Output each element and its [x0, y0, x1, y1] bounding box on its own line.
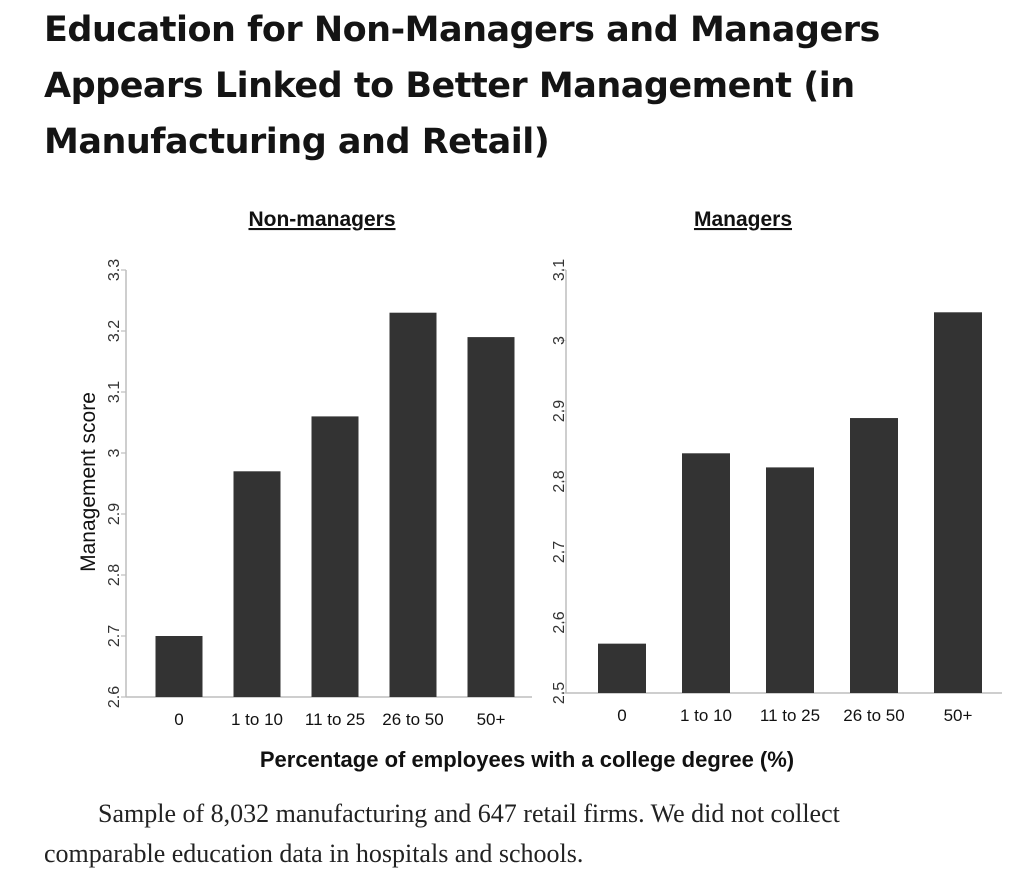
headline: Education for Non-Managers and Managers … — [44, 2, 944, 170]
chart-managers: Managers 2.5 2.6 2.7 2.8 2.9 3 3.1 0 1 to 10 11 to… — [551, 208, 1002, 725]
y-tick-label: 3.1 — [551, 259, 568, 281]
y-tick-label: 2.8 — [551, 470, 568, 492]
bar — [389, 312, 437, 697]
y-tick-label: 2.6 — [551, 611, 568, 633]
headline-line-1: Education for Non-Managers and Managers — [44, 10, 880, 50]
y-tick-label: 2.5 — [551, 682, 568, 704]
x-tick-label: 0 — [174, 710, 183, 729]
y-tick-label: 2.7 — [551, 541, 568, 563]
chart-non-managers: Non-managers Management score 2.6 2.7 2.8 2.9… — [77, 208, 532, 729]
y-tick-label: 3.2 — [106, 320, 123, 342]
chart-title: Managers — [694, 208, 792, 231]
y-tick-label: 2.6 — [106, 686, 123, 708]
y-tick-label: 2.8 — [106, 564, 123, 586]
x-tick-label: 26 to 50 — [382, 710, 443, 729]
y-tick-label: 2.7 — [106, 625, 123, 647]
bar — [233, 471, 281, 697]
bar — [682, 453, 730, 693]
bar — [311, 416, 359, 697]
y-tick-label: 3 — [106, 448, 123, 457]
y-tick-label: 3.3 — [106, 259, 123, 281]
bar-charts: Non-managers Management score 2.6 2.7 2.8 2.9… — [77, 208, 1002, 772]
x-tick-label: 11 to 25 — [760, 706, 820, 725]
x-axis-label: Percentage of employees with a college d… — [260, 747, 794, 772]
headline-line-3: Manufacturing and Retail) — [44, 122, 550, 162]
y-tick-label: 2.9 — [551, 400, 568, 422]
footnote: Sample of 8,032 manufacturing and 647 re… — [44, 794, 1019, 874]
bar — [155, 636, 203, 697]
headline-line-2: Appears Linked to Better Management (in — [44, 66, 855, 106]
x-tick-label: 1 to 10 — [231, 710, 283, 729]
y-tick-label: 2.9 — [106, 503, 123, 525]
footnote-line-1: Sample of 8,032 manufacturing and 647 re… — [98, 799, 840, 828]
x-tick-label: 50+ — [477, 710, 506, 729]
bar — [934, 312, 982, 693]
x-tick-label: 0 — [617, 706, 626, 725]
bar — [598, 643, 646, 693]
y-tick-label: 3 — [551, 336, 568, 345]
chart-title: Non-managers — [248, 208, 395, 231]
footnote-line-2: comparable education data in hospitals a… — [44, 839, 584, 868]
y-axis-label: Management score — [77, 392, 100, 572]
x-tick-label: 11 to 25 — [305, 710, 365, 729]
bar — [467, 337, 515, 697]
y-tick-label: 3.1 — [106, 381, 123, 403]
x-tick-label: 50+ — [944, 706, 973, 725]
x-tick-label: 26 to 50 — [843, 706, 904, 725]
bar — [850, 418, 898, 693]
x-tick-label: 1 to 10 — [680, 706, 732, 725]
bar — [766, 467, 814, 693]
